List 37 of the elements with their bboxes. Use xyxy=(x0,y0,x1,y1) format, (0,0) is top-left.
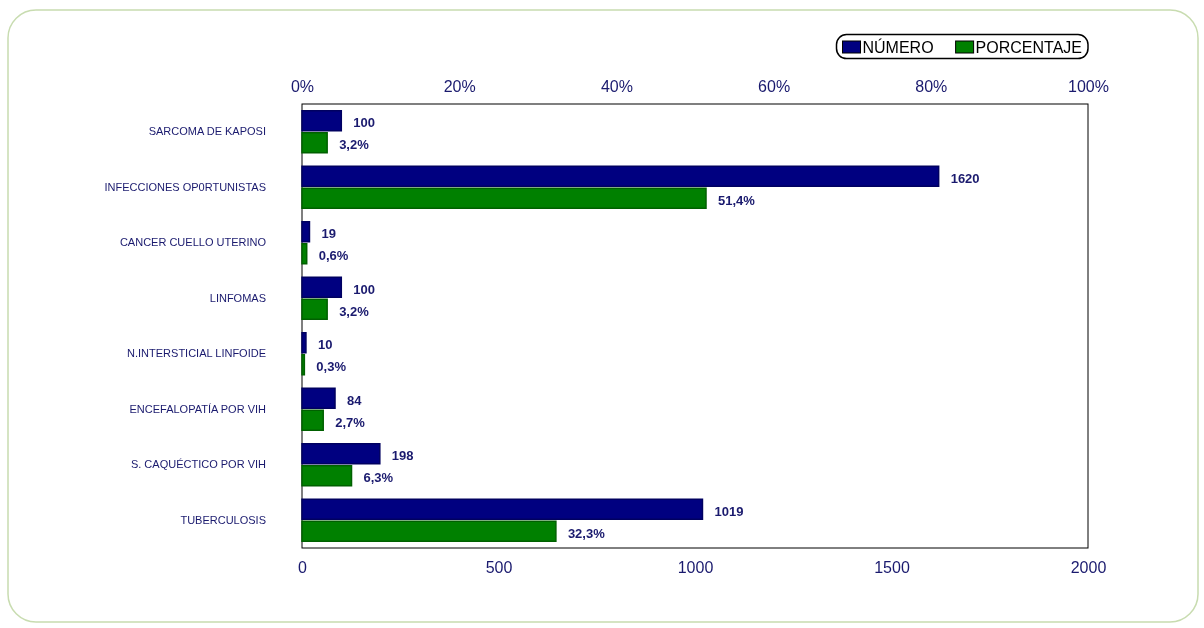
data-label: 2,7% xyxy=(335,414,366,430)
y-tick-label: SARCOMA DE KAPOSI xyxy=(148,125,266,138)
y-tick-label: ENCEFALOPATÍA POR VIH xyxy=(129,402,267,415)
y-tick-label: CANCER CUELLO UTERINO xyxy=(119,236,267,249)
x-tick-label: 1000 xyxy=(677,559,714,577)
data-label: 100 xyxy=(353,281,375,297)
data-label: 0,3% xyxy=(316,359,347,375)
x-tick-label: 0 xyxy=(298,559,308,577)
x-tick-label: 500 xyxy=(485,559,513,577)
y-tick-label: N.INTERSTICIAL LINFOIDE xyxy=(127,347,266,360)
data-label: 1620 xyxy=(950,170,980,186)
data-label: 19 xyxy=(321,226,336,242)
x-tick-label: 1500 xyxy=(874,559,910,577)
data-label: 0,6% xyxy=(318,248,349,264)
x2-tick-label: 60% xyxy=(758,78,791,95)
x2-tick-label: 80% xyxy=(915,78,948,95)
x2-tick-label: 100% xyxy=(1068,78,1109,95)
data-label: 10 xyxy=(317,337,333,353)
data-label: 6,3% xyxy=(363,470,394,486)
x2-tick-label: 20% xyxy=(443,78,476,95)
y-tick-label: INFECCIONES OP0RTUNISTAS xyxy=(104,180,266,193)
data-label: 198 xyxy=(391,448,414,464)
x2-tick-label: 0% xyxy=(290,78,315,95)
y-tick-label: TUBERCULOSIS xyxy=(180,513,266,526)
data-label: 100 xyxy=(353,115,375,131)
legend-label: NÚMERO xyxy=(862,37,934,56)
x2-tick-label: 40% xyxy=(600,78,633,95)
data-label: 84 xyxy=(347,392,363,408)
y-tick-label: S. CAQUÉCTICO POR VIH xyxy=(130,458,267,471)
x-tick-label: 2000 xyxy=(1070,559,1107,577)
y-tick-label: LINFOMAS xyxy=(209,291,266,304)
data-label: 32,3% xyxy=(567,525,606,541)
data-label: 51,4% xyxy=(718,192,756,208)
data-label: 3,2% xyxy=(339,137,370,153)
legend-label: PORCENTAJE xyxy=(975,38,1082,56)
data-label: 1019 xyxy=(714,503,744,519)
data-label: 3,2% xyxy=(339,303,370,319)
